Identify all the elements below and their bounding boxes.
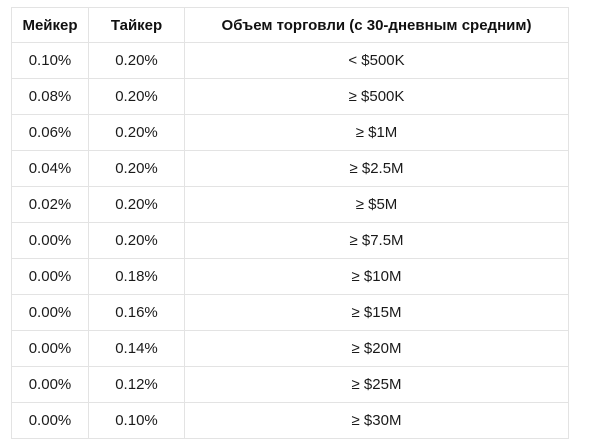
table-row: 0.10% 0.20% < $500K [11, 42, 569, 79]
cell-maker: 0.04% [11, 150, 89, 187]
header-volume: Объем торговли (с 30-дневным средним) [184, 7, 569, 43]
fee-table-body: 0.10% 0.20% < $500K 0.08% 0.20% ≥ $500K … [11, 42, 569, 439]
table-row: 0.00% 0.20% ≥ $7.5M [11, 222, 569, 259]
cell-maker: 0.02% [11, 186, 89, 223]
header-row: Мейкер Тайкер Объем торговли (с 30-дневн… [11, 7, 569, 43]
cell-taker: 0.20% [88, 222, 185, 259]
table-row: 0.08% 0.20% ≥ $500K [11, 78, 569, 115]
cell-volume: ≥ $7.5M [184, 222, 569, 259]
cell-taker: 0.14% [88, 330, 185, 367]
table-row: 0.06% 0.20% ≥ $1M [11, 114, 569, 151]
cell-taker: 0.18% [88, 258, 185, 295]
cell-volume: ≥ $25M [184, 366, 569, 403]
table-row: 0.00% 0.16% ≥ $15M [11, 294, 569, 331]
table-row: 0.04% 0.20% ≥ $2.5M [11, 150, 569, 187]
fee-table: Мейкер Тайкер Объем торговли (с 30-дневн… [11, 7, 569, 439]
cell-taker: 0.10% [88, 402, 185, 439]
cell-volume: ≥ $30M [184, 402, 569, 439]
cell-maker: 0.00% [11, 294, 89, 331]
cell-maker: 0.10% [11, 42, 89, 79]
cell-maker: 0.00% [11, 366, 89, 403]
cell-volume: < $500K [184, 42, 569, 79]
cell-volume: ≥ $2.5M [184, 150, 569, 187]
table-row: 0.00% 0.18% ≥ $10M [11, 258, 569, 295]
table-row: 0.02% 0.20% ≥ $5M [11, 186, 569, 223]
cell-volume: ≥ $1M [184, 114, 569, 151]
cell-maker: 0.06% [11, 114, 89, 151]
cell-taker: 0.20% [88, 150, 185, 187]
cell-maker: 0.00% [11, 330, 89, 367]
table-row: 0.00% 0.12% ≥ $25M [11, 366, 569, 403]
cell-volume: ≥ $500K [184, 78, 569, 115]
cell-volume: ≥ $20M [184, 330, 569, 367]
table-row: 0.00% 0.14% ≥ $20M [11, 330, 569, 367]
cell-taker: 0.20% [88, 114, 185, 151]
cell-taker: 0.16% [88, 294, 185, 331]
cell-taker: 0.20% [88, 78, 185, 115]
table-row: 0.00% 0.10% ≥ $30M [11, 402, 569, 439]
cell-taker: 0.20% [88, 186, 185, 223]
cell-maker: 0.00% [11, 402, 89, 439]
header-taker: Тайкер [88, 7, 185, 43]
cell-volume: ≥ $10M [184, 258, 569, 295]
cell-volume: ≥ $5M [184, 186, 569, 223]
cell-maker: 0.00% [11, 222, 89, 259]
header-maker: Мейкер [11, 7, 89, 43]
cell-taker: 0.12% [88, 366, 185, 403]
fee-table-header: Мейкер Тайкер Объем торговли (с 30-дневн… [11, 7, 569, 43]
cell-maker: 0.08% [11, 78, 89, 115]
cell-taker: 0.20% [88, 42, 185, 79]
cell-maker: 0.00% [11, 258, 89, 295]
cell-volume: ≥ $15M [184, 294, 569, 331]
